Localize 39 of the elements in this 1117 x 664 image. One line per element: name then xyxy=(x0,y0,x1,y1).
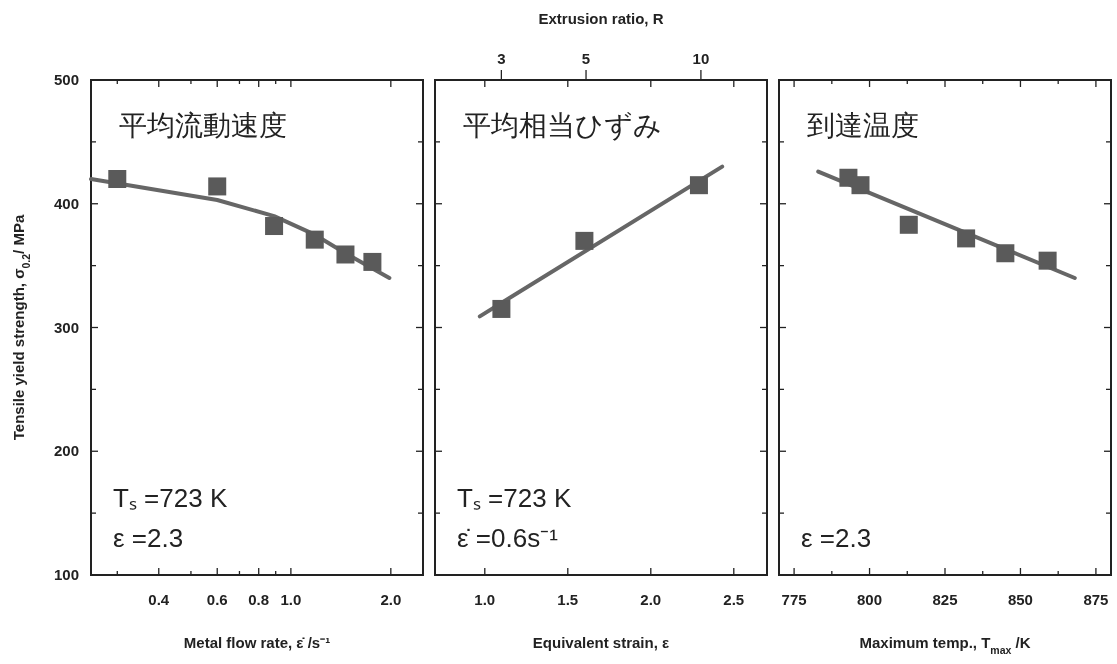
point xyxy=(996,244,1015,263)
x-tick-label: 1.0 xyxy=(474,591,496,608)
text: 平均相当ひずみ xyxy=(463,110,662,141)
x2-axis-title: Extrusion ratio, R xyxy=(538,10,664,27)
x2-tick-label: 3 xyxy=(497,50,506,67)
x-tick-label: 0.8 xyxy=(248,591,270,608)
x-tick-label: 825 xyxy=(932,591,958,608)
x-tick-label: 1.5 xyxy=(557,591,579,608)
x-tick-label: 2.0 xyxy=(380,591,402,608)
x-tick-label: 2.0 xyxy=(640,591,662,608)
x-tick-label: 0.4 xyxy=(148,591,170,608)
x-tick-label: 0.6 xyxy=(206,591,228,608)
x-tick-label: 800 xyxy=(857,591,883,608)
x-tick-label: 775 xyxy=(781,591,807,608)
annotation: ε =2.3 xyxy=(801,523,872,553)
x-tick-label: 2.5 xyxy=(723,591,745,608)
point xyxy=(851,176,870,195)
text: 到達温度 xyxy=(807,110,919,141)
y-tick-label: 300 xyxy=(53,318,79,336)
annotation: Tₛ =723 K xyxy=(113,483,228,513)
x-tick-label: 1.0 xyxy=(280,591,302,608)
y-tick-label: 200 xyxy=(53,442,79,460)
x-axis-title: Maximum temp., T$_{max}$ /K xyxy=(859,634,1031,656)
text: 平均流動速度 xyxy=(119,110,287,141)
annotation: ε =2.3 xyxy=(113,523,184,553)
annotation: ε̇ =0.6s⁻¹ xyxy=(457,523,559,553)
x2-tick-label: 5 xyxy=(581,50,591,67)
x-tick-label: 875 xyxy=(1083,591,1109,608)
point xyxy=(957,229,976,248)
y-tick-label: 100 xyxy=(53,566,79,583)
y-tick-label: 400 xyxy=(53,194,79,212)
point xyxy=(899,215,918,234)
x-axis-title: Metal flow rate, ε̇ /s⁻¹ xyxy=(183,634,331,651)
annotation: Tₛ =723 K xyxy=(457,483,572,513)
x-axis-title: Equivalent strain, ε xyxy=(532,634,670,651)
y-tick-label: 500 xyxy=(53,71,79,88)
point xyxy=(1038,251,1057,270)
x-tick-label: 850 xyxy=(1007,591,1033,608)
x2-tick-label: 10 xyxy=(692,50,710,67)
